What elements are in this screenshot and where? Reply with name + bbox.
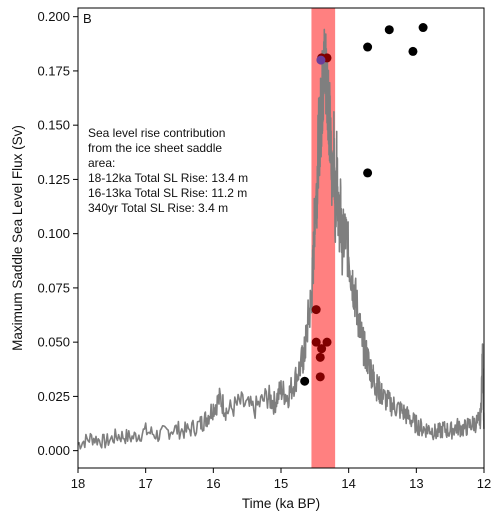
x-axis-label: Time (ka BP) — [242, 496, 320, 511]
annotation-line: area: — [88, 156, 115, 170]
x-tick-label: 17 — [138, 476, 152, 491]
black-point — [363, 42, 373, 52]
x-tick-label: 14 — [341, 476, 355, 491]
dark-red-point — [315, 372, 325, 382]
annotation-line: 18-12ka Total SL Rise: 13.4 m — [88, 171, 248, 185]
black-point — [408, 46, 418, 56]
flux-line — [77, 28, 485, 450]
sea-level-annotation: Sea level rise contribution from the ice … — [88, 126, 248, 215]
y-tick-label: 0.200 — [37, 9, 70, 24]
y-tick-label: 0.175 — [37, 63, 70, 78]
x-tick-label: 13 — [409, 476, 423, 491]
annotation-line: 340yr Total SL Rise: 3.4 m — [88, 201, 228, 215]
y-tick-label: 0.100 — [37, 226, 70, 241]
purple-point — [316, 55, 326, 65]
dark-red-point — [315, 352, 325, 362]
annotation-line: from the ice sheet saddle — [88, 141, 222, 155]
dark-red-point — [322, 337, 332, 347]
x-tick-label: 15 — [274, 476, 288, 491]
black-point — [363, 168, 373, 178]
y-tick-label: 0.150 — [37, 118, 70, 133]
black-point — [384, 25, 394, 35]
annotation-line: 16-13ka Total SL Rise: 11.2 m — [88, 186, 247, 200]
black-point — [418, 23, 428, 33]
y-tick-label: 0.000 — [37, 443, 70, 458]
y-tick-label: 0.075 — [37, 280, 70, 295]
dark-red-point — [311, 305, 321, 315]
y-tick-label: 0.050 — [37, 335, 70, 350]
flux-line-layer — [77, 28, 485, 450]
x-axis-ticks: 18 17 16 15 14 13 12 — [71, 468, 491, 491]
dark-red-point — [317, 344, 327, 354]
y-axis-label: Maximum Saddle Sea Level Flux (Sv) — [10, 125, 25, 351]
dark-red-point — [311, 337, 321, 347]
x-tick-label: 16 — [206, 476, 220, 491]
y-tick-label: 0.025 — [37, 389, 70, 404]
x-tick-label: 18 — [71, 476, 85, 491]
y-axis-ticks: 0.000 0.025 0.050 0.075 0.100 0.125 0.150 0.175… — [37, 9, 78, 458]
x-tick-label: 12 — [477, 476, 491, 491]
scatter-points-layer — [300, 23, 428, 386]
black-point — [300, 376, 310, 386]
annotation-line: Sea level rise contribution — [88, 126, 225, 140]
y-tick-label: 0.125 — [37, 172, 70, 187]
panel-label: B — [83, 11, 92, 26]
